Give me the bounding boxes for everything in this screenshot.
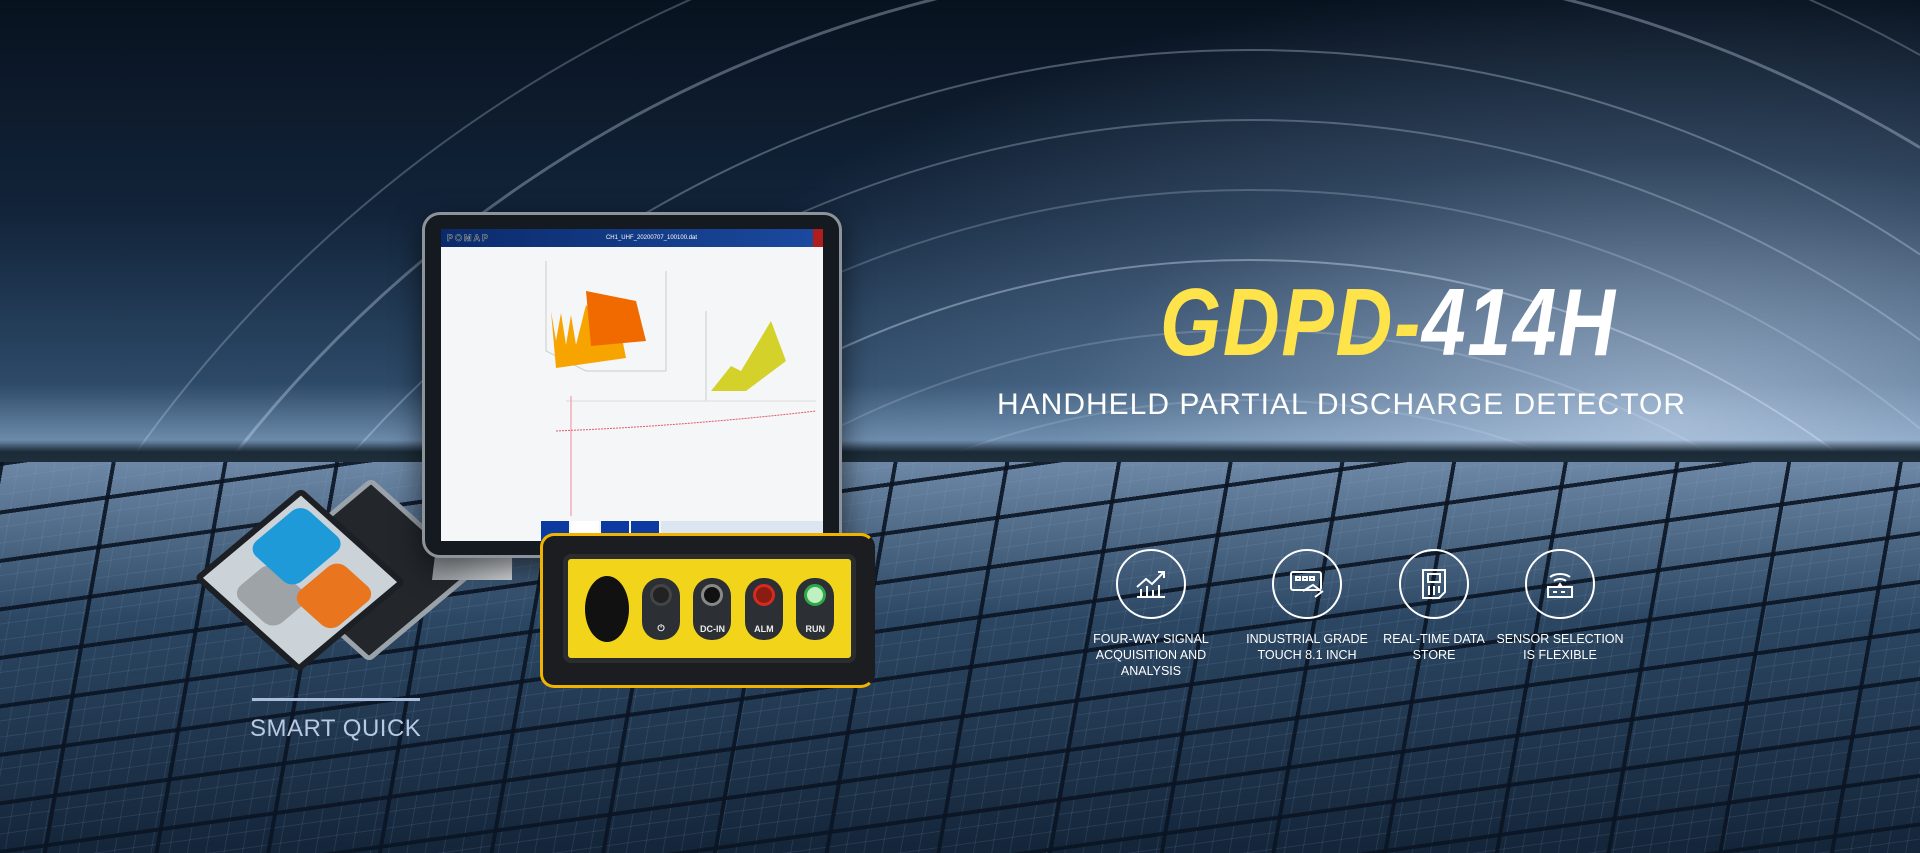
- feature-label: ACQUISITION AND ANALYSIS: [1095, 648, 1207, 678]
- feature-label: TOUCH 8.1 INCH: [1257, 648, 1357, 662]
- feature-data-store: REAL-TIME DATA STORE: [1349, 549, 1519, 663]
- alarm-indicator: ALM: [744, 577, 783, 640]
- feature-label: FOUR-WAY SIGNAL: [1093, 632, 1209, 646]
- title-number: 414H: [1421, 269, 1617, 376]
- power-knob: [650, 583, 673, 606]
- alarm-led: [752, 583, 775, 606]
- dc-jack: [701, 583, 724, 606]
- storage-icon: [1399, 549, 1469, 619]
- product-subtitle: HANDHELD PARTIAL DISCHARGE DETECTOR: [997, 388, 1687, 421]
- control-panel: ⏻ DC-IN ALM RUN: [563, 554, 856, 663]
- feature-sensor-selection: SENSOR SELECTION IS FLEXIBLE: [1475, 549, 1645, 663]
- feature-label: SENSOR SELECTION: [1496, 632, 1624, 646]
- port-label: ALM: [754, 623, 774, 634]
- rising-chart-icon: [1116, 549, 1186, 619]
- power-button: ⏻: [642, 577, 681, 640]
- feature-label: REAL-TIME DATA: [1383, 632, 1485, 646]
- screen-logo: POMAP: [447, 233, 491, 244]
- feature-label: STORE: [1412, 648, 1456, 662]
- feature-signal-acquisition: FOUR-WAY SIGNAL ACQUISITION AND ANALYSIS: [1066, 549, 1236, 679]
- screen-file-title: CH1_UHF_20200707_100100.dat: [605, 235, 698, 241]
- title-prefix: GDPD-: [1160, 269, 1422, 376]
- touch-screen-icon: [1272, 549, 1342, 619]
- feature-touch-screen: INDUSTRIAL GRADE TOUCH 8.1 INCH: [1222, 549, 1392, 663]
- sky-glow: [700, 0, 1920, 470]
- screen-back-button: [813, 229, 823, 247]
- screen-charts: [545, 261, 817, 516]
- tablet-device: POMAP CH1_UHF_20200707_100100.dat: [422, 212, 842, 558]
- control-box: ⏻ DC-IN ALM RUN: [540, 533, 875, 688]
- wireless-sensor-icon: [1525, 549, 1595, 619]
- screen-header: POMAP CH1_UHF_20200707_100100.dat: [441, 229, 823, 247]
- run-indicator: RUN: [796, 577, 835, 640]
- port-label: ⏻: [657, 622, 665, 633]
- port-label: DC-IN: [699, 623, 725, 634]
- feature-label: INDUSTRIAL GRADE: [1246, 632, 1368, 646]
- light-trail-arc: [0, 0, 1920, 690]
- divider: [252, 698, 420, 701]
- feature-label: IS FLEXIBLE: [1523, 648, 1597, 662]
- smart-quick-label: SMART QUICK: [250, 715, 422, 742]
- wifi-antenna-port: [584, 575, 629, 642]
- tablet-screen: POMAP CH1_UHF_20200707_100100.dat: [441, 229, 823, 541]
- run-led: [804, 583, 827, 606]
- product-title: GDPD-414H: [1160, 268, 1617, 378]
- dc-in-port: DC-IN: [693, 577, 732, 640]
- port-label: RUN: [805, 623, 826, 634]
